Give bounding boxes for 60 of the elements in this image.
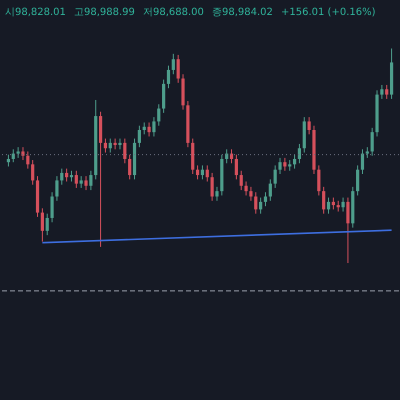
- candlestick: [278, 157, 282, 174]
- candlestick: [152, 116, 156, 137]
- candlestick: [12, 148, 15, 163]
- candlestick: [360, 148, 364, 174]
- candlestick: [74, 170, 78, 188]
- candlestick: [292, 154, 296, 170]
- candlestick: [249, 186, 253, 202]
- candlestick: [380, 84, 384, 100]
- candlestick: [366, 146, 369, 158]
- candlestick: [46, 213, 49, 236]
- candlestick: [128, 154, 132, 180]
- candlestick: [225, 148, 228, 164]
- candlestick: [21, 146, 25, 161]
- candlestick: [308, 116, 311, 135]
- candlestick: [123, 138, 126, 164]
- candlestick: [80, 176, 83, 188]
- candlestick: [240, 170, 243, 191]
- candlestick: [172, 53, 175, 75]
- candlestick: [268, 178, 272, 202]
- candlestick: [288, 160, 292, 172]
- candlestick: [108, 138, 112, 154]
- candlestick: [40, 208, 44, 242]
- candlestick: [356, 164, 360, 196]
- candlestick: [142, 122, 146, 135]
- text: 고98,988.99: [74, 7, 135, 18]
- candlestick: [336, 200, 340, 212]
- candlestick: [196, 164, 200, 180]
- text: 저98,688.00: [143, 7, 204, 18]
- candlestick: [31, 160, 34, 186]
- candlestick: [264, 192, 268, 207]
- candlestick: [200, 164, 204, 180]
- text: 종98,984.02: [212, 7, 273, 18]
- candlestick: [138, 125, 141, 148]
- candlestick: [283, 157, 286, 172]
- candlestick: [298, 143, 302, 164]
- candlestick: [259, 197, 262, 214]
- candlestick: [206, 164, 209, 182]
- candlestick: [166, 65, 170, 89]
- candlestick: [317, 164, 320, 196]
- candlestick: [385, 84, 388, 100]
- text: 시98,828.01: [5, 7, 66, 18]
- candlestick: [50, 192, 54, 223]
- candlestick: [346, 197, 350, 264]
- candlestick: [326, 197, 330, 214]
- candlestick: [26, 150, 30, 170]
- candlestick: [370, 127, 374, 156]
- candlestick: [157, 104, 160, 126]
- candlestick: [84, 176, 88, 191]
- text: +156.01 (+0.16%): [281, 7, 376, 18]
- candlestick: [210, 172, 214, 202]
- candlestick: [254, 192, 258, 214]
- candlestick: [234, 154, 238, 180]
- candlestick: [55, 176, 59, 202]
- candlestick: [89, 170, 92, 191]
- candlestick: [322, 186, 326, 214]
- candlestick: [230, 148, 234, 164]
- candlestick: [215, 186, 219, 202]
- candlestick: [60, 168, 64, 186]
- candlestick: [176, 54, 180, 84]
- candlestick: [274, 164, 277, 188]
